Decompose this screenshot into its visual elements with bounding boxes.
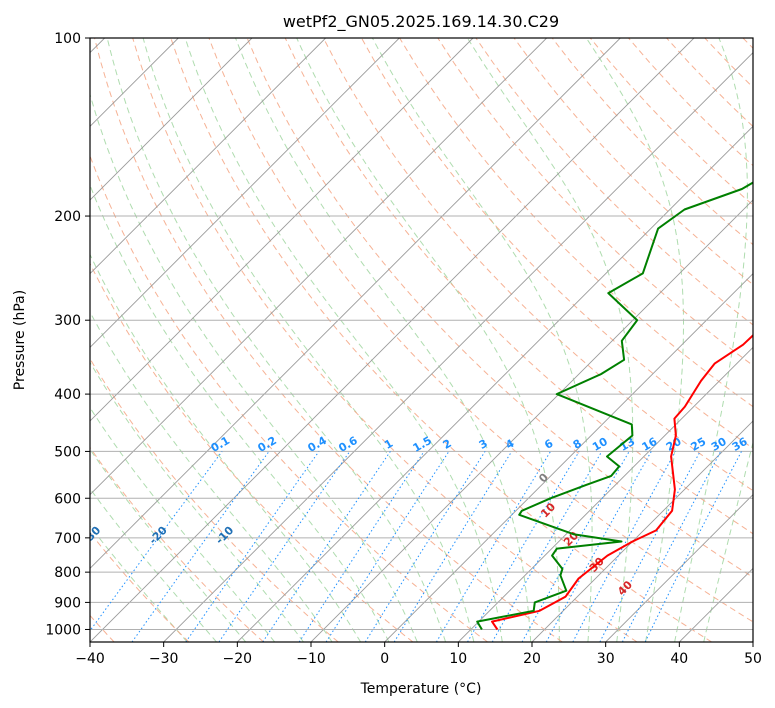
moist-adiabat-line (184, 38, 503, 642)
mixing-ratio-line (325, 451, 450, 642)
y-tick-label: 1000 (45, 623, 81, 639)
x-tick-label: 30 (597, 651, 615, 667)
mixing-ratio-line (644, 451, 742, 642)
y-tick-label: 700 (54, 531, 81, 547)
dry-adiabat-line (322, 38, 753, 492)
mixing-ratio-line (393, 451, 513, 642)
dry-adiabat-line (208, 38, 753, 623)
moist-adiabat-line (90, 183, 390, 642)
temperature-profile-line (491, 333, 753, 631)
y-axis-label: Pressure (hPa) (12, 290, 28, 390)
sounding-series (476, 181, 753, 631)
dewpoint-profile-line (476, 181, 753, 631)
x-axis-label: Temperature (°C) (360, 681, 482, 697)
moist-adiabat-line (90, 311, 333, 642)
dry-adiabat-line (90, 262, 414, 642)
isotherm-line (90, 38, 547, 496)
mixing-ratio-line (90, 451, 223, 632)
isotherm-line (458, 346, 753, 642)
moist-adiabat-line (142, 38, 475, 642)
x-tick-label: 40 (670, 651, 688, 667)
dry-adiabat-line (94, 38, 563, 642)
moist-adiabat-line (106, 38, 447, 642)
moist-adiabat-line (371, 38, 593, 642)
moist-adiabat-line (90, 406, 276, 642)
isotherm-line (90, 38, 695, 642)
y-tick-label: 200 (54, 209, 81, 225)
y-axis-ticks: 100 200 300 400 500 600 700 800 900 1000 (45, 31, 90, 639)
mixing-ratio-line (545, 451, 652, 642)
x-tick-label: −40 (75, 651, 105, 667)
mixing-ratio-line (572, 451, 676, 642)
isotherm-line (163, 52, 753, 642)
chart-title: wetPf2_GN05.2025.169.14.30.C29 (283, 12, 559, 32)
mixing-ratio-lines (90, 451, 742, 642)
dry-adiabats (90, 38, 753, 642)
moist-adiabat-line (90, 487, 217, 642)
mixing-ratio-line (521, 451, 630, 642)
x-tick-label: 20 (523, 651, 541, 667)
x-tick-label: 50 (744, 651, 762, 667)
mixing-ratio-line (621, 451, 722, 642)
x-tick-label: 0 (380, 651, 389, 667)
mixing-ratio-line (298, 451, 425, 642)
x-axis-ticks: −40 −30 −20 −10 0 10 20 30 40 50 (75, 642, 762, 667)
isotherm-line (605, 494, 753, 642)
dry-adiabat-line (475, 38, 753, 326)
y-tick-label: 300 (54, 313, 81, 329)
dry-adiabat-line (513, 38, 753, 286)
y-tick-label: 600 (54, 491, 81, 507)
mixing-ratio-line (185, 451, 320, 642)
isotherm-line (90, 38, 621, 569)
y-tick-label: 400 (54, 387, 81, 403)
dry-adiabat-line (246, 38, 753, 578)
plot-frame (89, 37, 754, 643)
isotherm-line (310, 199, 753, 642)
isotherm-line (90, 38, 253, 201)
moist-adiabat-line (90, 92, 418, 642)
y-tick-label: 500 (54, 444, 81, 460)
dry-adiabat-line (284, 38, 753, 535)
moist-adiabat-line (90, 448, 247, 642)
mixing-ratio-line (131, 451, 270, 642)
mixing-ratio-line (262, 451, 391, 642)
moist-adiabat-line (90, 525, 188, 642)
dry-adiabat-line (90, 357, 339, 642)
dry-adiabat-line (132, 38, 638, 642)
y-tick-label: 100 (54, 31, 81, 47)
plot-area: 0.10.20.40.611.52346810131620253036-100-… (90, 38, 753, 642)
moist-adiabat-line (703, 440, 753, 642)
y-tick-label: 800 (54, 565, 81, 581)
isotherm-line (237, 125, 753, 642)
y-tick-label: 900 (54, 595, 81, 611)
isotherm-line (90, 38, 474, 422)
isotherm-line (90, 38, 400, 348)
moist-adiabat-line (90, 361, 304, 642)
moist-adiabat-line (585, 38, 684, 642)
x-tick-label: 10 (449, 651, 467, 667)
isotherm-line (384, 273, 753, 642)
dry-adiabat-line (90, 446, 264, 642)
dry-adiabat-line (170, 38, 712, 642)
x-tick-label: −10 (296, 651, 326, 667)
x-tick-label: −30 (149, 651, 179, 667)
isotherm-line (90, 38, 326, 275)
x-tick-label: −20 (223, 651, 253, 667)
mixing-ratio-line (218, 451, 351, 642)
moist-adiabat-line (674, 38, 748, 642)
